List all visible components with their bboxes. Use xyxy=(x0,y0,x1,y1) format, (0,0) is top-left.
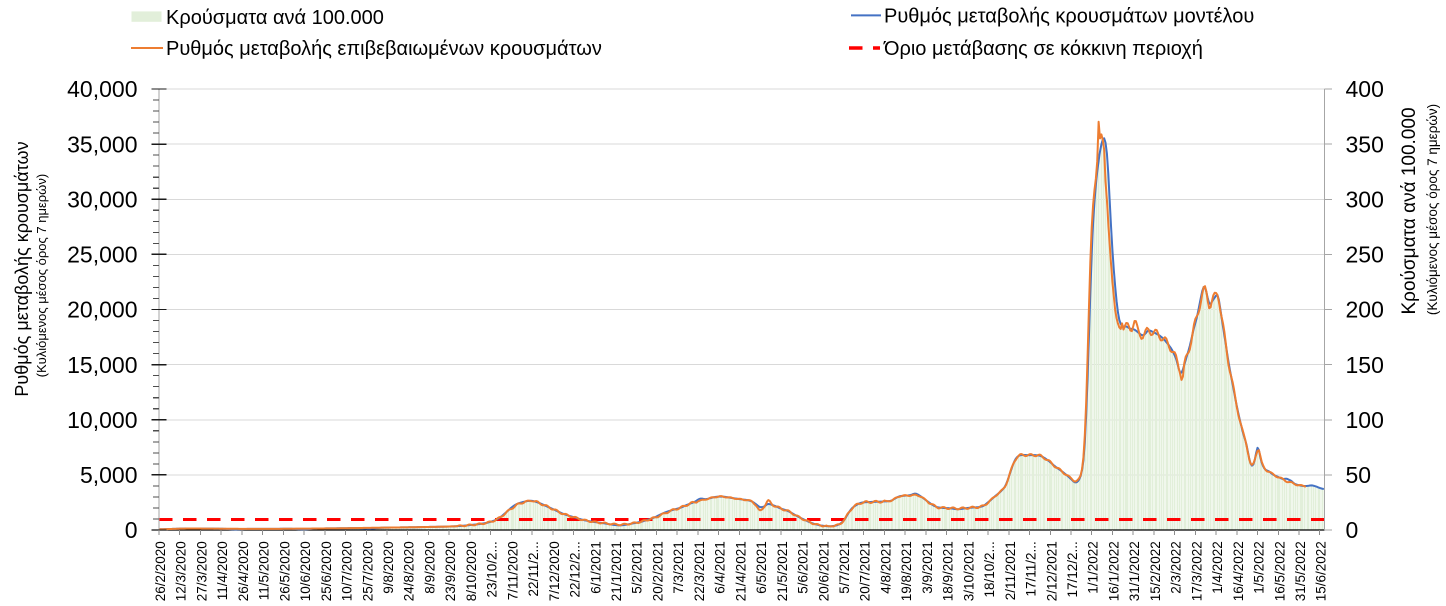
svg-text:9/8/2020: 9/8/2020 xyxy=(381,541,396,594)
svg-text:2/11/2021: 2/11/2021 xyxy=(1003,541,1018,600)
svg-text:25/6/2020: 25/6/2020 xyxy=(319,541,334,601)
svg-text:6/1/2021: 6/1/2021 xyxy=(588,541,603,594)
svg-text:25/7/2020: 25/7/2020 xyxy=(360,541,375,601)
svg-text:150: 150 xyxy=(1346,352,1384,378)
svg-text:31/1/2022: 31/1/2022 xyxy=(1127,541,1142,601)
svg-text:Κρούσματα ανά 100.000: Κρούσματα ανά 100.000 xyxy=(1399,107,1420,314)
svg-text:(Κυλιόμενος μέσος όρος 7 ημερώ: (Κυλιόμενος μέσος όρος 7 ημερών) xyxy=(1425,104,1440,315)
svg-text:22/11/2...: 22/11/2... xyxy=(526,541,541,596)
svg-text:0: 0 xyxy=(125,517,138,543)
svg-text:17/11/2...: 17/11/2... xyxy=(1024,541,1039,596)
svg-text:5/2/2021: 5/2/2021 xyxy=(630,541,645,594)
svg-text:24/8/2020: 24/8/2020 xyxy=(402,541,417,601)
svg-text:10/7/2020: 10/7/2020 xyxy=(340,541,355,601)
svg-text:40,000: 40,000 xyxy=(67,76,137,102)
svg-text:200: 200 xyxy=(1346,297,1384,323)
svg-text:21/1/2021: 21/1/2021 xyxy=(609,541,624,601)
svg-text:Κρούσματα ανά 100.000: Κρούσματα ανά 100.000 xyxy=(166,7,384,29)
svg-text:10,000: 10,000 xyxy=(67,407,137,433)
svg-text:5/7/2021: 5/7/2021 xyxy=(837,541,852,594)
svg-text:18/9/2021: 18/9/2021 xyxy=(941,541,956,601)
svg-text:15/2/2022: 15/2/2022 xyxy=(1148,541,1163,601)
svg-text:10/6/2020: 10/6/2020 xyxy=(298,541,313,601)
svg-text:4/8/2021: 4/8/2021 xyxy=(878,541,893,594)
svg-text:2/12/2021: 2/12/2021 xyxy=(1044,541,1059,601)
svg-text:26/4/2020: 26/4/2020 xyxy=(236,541,251,601)
svg-text:11/4/2020: 11/4/2020 xyxy=(215,541,230,600)
svg-text:6/5/2021: 6/5/2021 xyxy=(754,541,769,594)
svg-text:1/5/2022: 1/5/2022 xyxy=(1252,541,1267,594)
svg-text:Όριο μετάβασης σε κόκκινη περι: Όριο μετάβασης σε κόκκινη περιοχή xyxy=(883,38,1203,60)
svg-text:18/10/2...: 18/10/2... xyxy=(982,541,997,597)
svg-text:27/3/2020: 27/3/2020 xyxy=(194,541,209,601)
svg-text:20/6/2021: 20/6/2021 xyxy=(816,541,831,601)
svg-text:16/5/2022: 16/5/2022 xyxy=(1272,541,1287,601)
svg-text:20/2/2021: 20/2/2021 xyxy=(650,541,665,601)
svg-text:22/12/2...: 22/12/2... xyxy=(568,541,583,597)
svg-text:15/6/2022: 15/6/2022 xyxy=(1314,541,1329,601)
svg-text:23/9/2020: 23/9/2020 xyxy=(443,541,458,601)
svg-text:(Κυλιόμενος μέσος όρος 7 ημερώ: (Κυλιόμενος μέσος όρος 7 ημερών) xyxy=(34,174,49,378)
svg-text:17/12/2...: 17/12/2... xyxy=(1065,541,1080,597)
svg-text:6/4/2021: 6/4/2021 xyxy=(713,541,728,594)
svg-text:17/3/2022: 17/3/2022 xyxy=(1189,541,1204,601)
svg-text:300: 300 xyxy=(1346,186,1384,212)
svg-text:7/11/2020: 7/11/2020 xyxy=(505,541,520,600)
svg-text:15,000: 15,000 xyxy=(67,352,137,378)
svg-text:25,000: 25,000 xyxy=(67,242,137,268)
svg-text:8/10/2020: 8/10/2020 xyxy=(464,541,479,601)
svg-text:Ρυθμός μεταβολής κρουσμάτων μο: Ρυθμός μεταβολής κρουσμάτων μοντέλου xyxy=(884,6,1254,28)
svg-text:26/5/2020: 26/5/2020 xyxy=(277,541,292,601)
svg-text:Ρυθμός μεταβολής επιβεβαιωμένω: Ρυθμός μεταβολής επιβεβαιωμένων κρουσμάτ… xyxy=(166,38,602,60)
svg-text:23/10/2...: 23/10/2... xyxy=(485,541,500,597)
svg-text:250: 250 xyxy=(1346,242,1384,268)
svg-text:8/9/2020: 8/9/2020 xyxy=(422,541,437,594)
svg-text:19/8/2021: 19/8/2021 xyxy=(899,541,914,601)
svg-text:2/3/2022: 2/3/2022 xyxy=(1169,541,1184,594)
svg-text:31/5/2022: 31/5/2022 xyxy=(1293,541,1308,601)
svg-text:20,000: 20,000 xyxy=(67,297,137,323)
svg-text:35,000: 35,000 xyxy=(67,131,137,157)
svg-text:30,000: 30,000 xyxy=(67,186,137,212)
svg-text:5,000: 5,000 xyxy=(80,462,138,488)
svg-text:22/3/2021: 22/3/2021 xyxy=(692,541,707,601)
svg-text:12/3/2020: 12/3/2020 xyxy=(174,541,189,601)
svg-text:Ρυθμός μεταβολής κρουσμάτων: Ρυθμός μεταβολής κρουσμάτων xyxy=(12,141,32,396)
svg-text:3/9/2021: 3/9/2021 xyxy=(920,541,935,594)
svg-text:5/6/2021: 5/6/2021 xyxy=(796,541,811,594)
svg-text:50: 50 xyxy=(1346,462,1372,488)
svg-text:21/5/2021: 21/5/2021 xyxy=(775,541,790,601)
svg-text:100: 100 xyxy=(1346,407,1384,433)
svg-text:11/5/2020: 11/5/2020 xyxy=(257,541,272,600)
svg-text:0: 0 xyxy=(1346,517,1359,543)
svg-text:1/4/2022: 1/4/2022 xyxy=(1210,541,1225,594)
svg-text:350: 350 xyxy=(1346,131,1384,157)
svg-text:7/12/2020: 7/12/2020 xyxy=(547,541,562,601)
svg-text:16/1/2022: 16/1/2022 xyxy=(1106,541,1121,601)
svg-text:16/4/2022: 16/4/2022 xyxy=(1231,541,1246,601)
svg-text:26/2/2020: 26/2/2020 xyxy=(153,541,168,601)
svg-text:400: 400 xyxy=(1346,76,1384,102)
svg-text:20/7/2021: 20/7/2021 xyxy=(858,541,873,601)
svg-text:21/4/2021: 21/4/2021 xyxy=(733,541,748,601)
svg-text:1/1/2022: 1/1/2022 xyxy=(1086,541,1101,594)
svg-text:3/10/2021: 3/10/2021 xyxy=(961,541,976,601)
svg-text:7/3/2021: 7/3/2021 xyxy=(671,541,686,594)
